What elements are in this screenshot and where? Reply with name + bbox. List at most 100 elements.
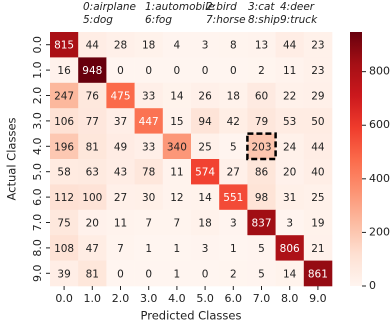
cell-value: 475	[110, 91, 130, 103]
heatmap-cell	[134, 159, 164, 185]
heatmap-cell	[134, 235, 164, 261]
cell-value: 5	[230, 141, 237, 153]
cell-value: 33	[142, 141, 155, 153]
heatmap-cell	[247, 32, 276, 58]
x-tick-label: 6.0	[225, 292, 243, 305]
heatmap-cell	[162, 159, 192, 185]
heatmap-cell	[247, 159, 276, 185]
legend-label: 8:ship	[248, 14, 280, 26]
cell-value: 1	[145, 243, 152, 255]
cell-value: 3	[202, 40, 209, 52]
legend-label: 9:truck	[280, 14, 318, 26]
heatmap-cell	[106, 108, 135, 134]
cell-value: 18	[198, 218, 211, 230]
heatmap-cell	[134, 209, 164, 236]
cell-value: 196	[54, 141, 74, 153]
heatmap-cell	[106, 209, 135, 236]
cell-value: 2	[230, 268, 237, 280]
x-tick-label: 1.0	[84, 292, 102, 305]
heatmap-cell	[303, 32, 333, 58]
heatmap-cell	[191, 184, 220, 211]
heatmap-cell	[191, 32, 220, 58]
heatmap-cell	[303, 235, 333, 261]
heatmap-cell	[106, 57, 135, 84]
heatmap-cell	[162, 57, 192, 84]
legend-label: 7:horse	[206, 14, 246, 26]
cell-value: 12	[170, 192, 183, 204]
cell-value: 44	[86, 40, 100, 52]
heatmap-cell	[162, 184, 192, 211]
legend-label: 2:bird	[206, 1, 237, 13]
cell-value: 25	[198, 141, 211, 153]
cell-value: 30	[142, 192, 155, 204]
y-tick-label: 0.0	[31, 36, 44, 54]
cell-value: 24	[283, 141, 297, 153]
heatmap-cell	[275, 108, 305, 134]
heatmap-cell	[134, 32, 164, 58]
colorbar-tick-label: 400	[369, 172, 390, 185]
legend-label: 5:dog	[83, 14, 113, 26]
cell-value: 50	[311, 116, 324, 128]
cell-value: 40	[311, 167, 324, 179]
heatmap-cell	[247, 82, 276, 109]
heatmap-cell	[106, 159, 135, 185]
cell-value: 23	[311, 40, 324, 52]
heatmap-cell	[247, 108, 276, 134]
heatmap-cell	[219, 57, 248, 84]
cell-value: 0	[145, 268, 152, 280]
cell-value: 29	[311, 91, 324, 103]
cell-value: 0	[230, 65, 237, 77]
heatmap-cell	[78, 133, 107, 160]
cell-value: 0	[202, 268, 209, 280]
colorbar-tick-label: 800	[369, 65, 390, 78]
cell-value: 27	[114, 192, 127, 204]
cell-value: 19	[311, 218, 324, 230]
cell-value: 20	[86, 218, 99, 230]
heatmap-cell	[106, 260, 135, 287]
y-axis-title: Actual Classes	[5, 117, 19, 200]
heatmap-cell	[275, 57, 305, 84]
heatmap-cell	[106, 133, 135, 160]
cell-value: 20	[283, 167, 296, 179]
cell-value: 1	[174, 268, 181, 280]
heatmap-cell	[106, 235, 135, 261]
heatmap-cell	[78, 82, 107, 109]
cell-value: 27	[227, 167, 240, 179]
cell-value: 5	[258, 243, 265, 255]
colorbar	[350, 32, 362, 286]
heatmap-cell	[219, 133, 248, 160]
x-tick-label: 8.0	[281, 292, 299, 305]
heatmap-cell	[50, 260, 79, 287]
heatmap-cell	[78, 209, 107, 236]
cell-value: 11	[114, 218, 127, 230]
cell-value: 0	[202, 65, 209, 77]
y-tick-label: 7.0	[31, 214, 44, 232]
cell-value: 15	[170, 116, 183, 128]
heatmap-cell	[275, 133, 305, 160]
cell-value: 98	[255, 192, 268, 204]
y-tick-label: 3.0	[31, 112, 44, 129]
cell-value: 1	[230, 243, 237, 255]
heatmap-cell	[162, 209, 192, 236]
cell-value: 3	[202, 243, 209, 255]
cell-value: 53	[283, 116, 296, 128]
colorbar-tick-label: 200	[369, 225, 390, 238]
heatmap-cell	[275, 235, 305, 261]
heatmap-cell	[191, 209, 220, 236]
cell-value: 25	[311, 192, 324, 204]
heatmap-cell	[219, 184, 248, 211]
cell-value: 247	[54, 91, 74, 103]
x-tick-label: 3.0	[140, 292, 158, 305]
cell-value: 2	[258, 65, 265, 77]
cell-value: 447	[139, 116, 159, 128]
cell-value: 112	[54, 192, 74, 204]
cell-value: 7	[117, 243, 124, 255]
heatmap-cell	[275, 184, 305, 211]
x-tick-label: 4.0	[168, 292, 186, 305]
legend-label: 3:cat	[248, 1, 275, 13]
cell-value: 26	[198, 91, 212, 103]
legend-label: 0:airplane	[83, 1, 136, 13]
cell-value: 16	[57, 65, 71, 77]
